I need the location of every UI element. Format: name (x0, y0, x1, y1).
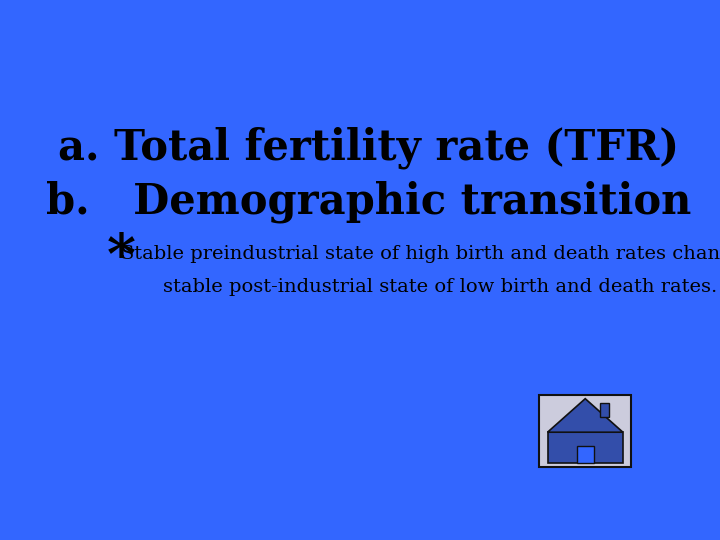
FancyBboxPatch shape (600, 403, 609, 417)
Text: *: * (107, 231, 136, 286)
Text: b.   Demographic transition: b. Demographic transition (46, 181, 692, 223)
Text: Stable preindustrial state of high birth and death rates change to a: Stable preindustrial state of high birth… (121, 245, 720, 263)
FancyBboxPatch shape (539, 395, 631, 467)
Polygon shape (548, 399, 623, 432)
FancyBboxPatch shape (577, 446, 593, 463)
Text: a. Total fertility rate (TFR): a. Total fertility rate (TFR) (58, 127, 680, 169)
Text: stable post-industrial state of low birth and death rates.: stable post-industrial state of low birt… (163, 278, 717, 296)
FancyBboxPatch shape (548, 432, 623, 463)
